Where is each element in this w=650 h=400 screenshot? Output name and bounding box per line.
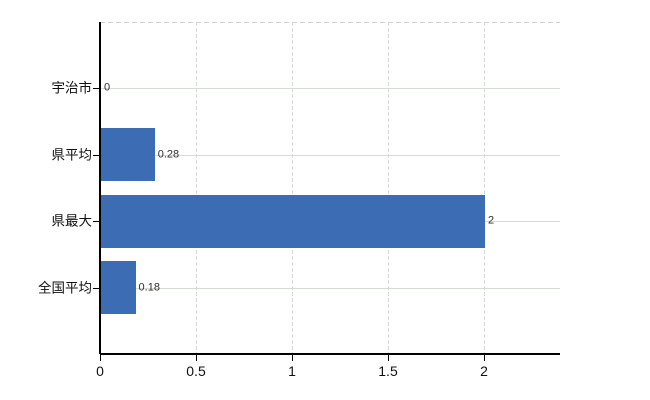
gridline-vertical <box>292 22 293 354</box>
category-label: 全国平均 <box>38 279 92 295</box>
bar <box>101 261 136 315</box>
gridline-vertical <box>196 22 197 354</box>
y-axis <box>99 22 101 354</box>
bar-value-label: 2 <box>488 214 495 227</box>
gridline-horizontal <box>100 88 560 90</box>
bar-value-label: 0.18 <box>138 281 160 294</box>
category-label: 県平均 <box>51 147 93 163</box>
bar <box>101 128 155 182</box>
x-tick-label: 1 <box>288 363 296 379</box>
category-label: 県最大 <box>51 213 93 229</box>
bar-value-label: 0 <box>104 81 111 94</box>
bar-value-label: 0.28 <box>157 148 180 161</box>
y-tick-mark <box>93 287 100 289</box>
x-tick-label: 2 <box>480 363 488 379</box>
x-tick-mark <box>484 354 485 361</box>
x-tick-label: 1.5 <box>378 363 398 379</box>
gridline-horizontal <box>100 287 560 289</box>
bar <box>101 194 485 248</box>
gridline-vertical <box>484 22 485 354</box>
gridline-horizontal <box>100 154 560 156</box>
x-tick-mark <box>388 354 389 361</box>
y-tick-mark <box>93 88 100 90</box>
x-tick-mark <box>100 354 101 361</box>
gridline-vertical <box>388 22 389 354</box>
plot-top-border <box>100 22 560 23</box>
y-tick-mark <box>93 154 100 156</box>
category-label: 宇治市 <box>51 80 93 96</box>
x-axis <box>100 353 560 355</box>
y-tick-mark <box>93 221 100 223</box>
x-tick-mark <box>292 354 293 361</box>
x-tick-label: 0.5 <box>186 363 206 379</box>
x-tick-label: 0 <box>96 363 104 379</box>
x-tick-mark <box>196 354 197 361</box>
